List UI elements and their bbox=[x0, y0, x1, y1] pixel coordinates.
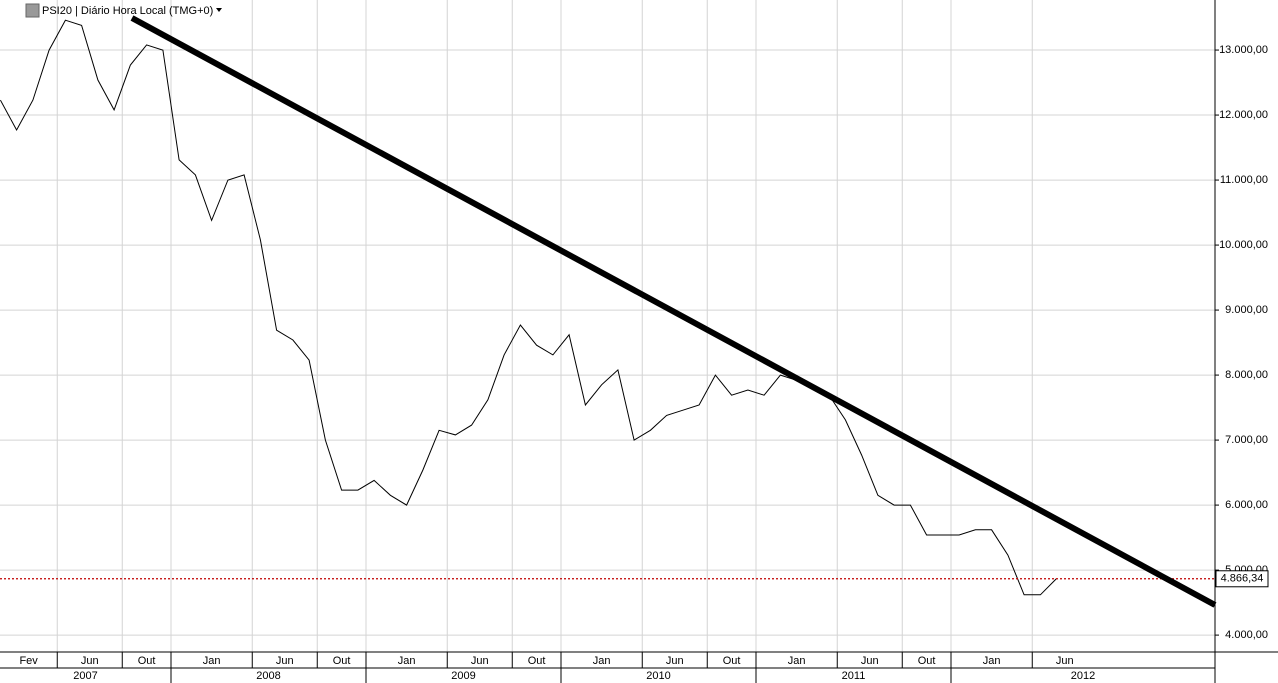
trend-line bbox=[130, 15, 1217, 608]
x-tick-label: Fev bbox=[19, 655, 38, 667]
y-tick-label: 10.000,00 bbox=[1219, 239, 1268, 251]
x-tick-label: Out bbox=[528, 655, 546, 667]
year-label: 2011 bbox=[842, 670, 866, 682]
last-price-box bbox=[1215, 570, 1269, 588]
x-tick-label: Jun bbox=[471, 655, 489, 667]
grid bbox=[0, 0, 1215, 652]
x-tick-label: Out bbox=[138, 655, 156, 667]
y-tick-label: 9.000,00 bbox=[1225, 304, 1268, 316]
x-tick-label: Out bbox=[723, 655, 741, 667]
y-tick-label: 8.000,00 bbox=[1225, 369, 1268, 381]
y-tick-label: 13.000,00 bbox=[1219, 44, 1268, 56]
y-tick-label: 7.000,00 bbox=[1225, 434, 1268, 446]
x-tick-label: Jun bbox=[276, 655, 294, 667]
year-label: 2012 bbox=[1071, 670, 1095, 682]
x-tick-label: Out bbox=[918, 655, 936, 667]
x-tick-label: Jun bbox=[81, 655, 99, 667]
x-tick-label: Jan bbox=[788, 655, 806, 667]
x-tick-label: Jun bbox=[1056, 655, 1074, 667]
symbol-icon[interactable] bbox=[25, 3, 40, 18]
y-tick-label: 12.000,00 bbox=[1219, 109, 1268, 121]
year-label: 2008 bbox=[256, 670, 280, 682]
axes: 4.000,005.000,006.000,007.000,008.000,00… bbox=[19, 44, 1269, 683]
year-label: 2009 bbox=[451, 670, 475, 682]
price-line bbox=[0, 19, 1057, 596]
dropdown-arrow[interactable] bbox=[216, 8, 222, 12]
x-tick-label: Jan bbox=[593, 655, 611, 667]
x-tick-label: Jun bbox=[861, 655, 879, 667]
plot bbox=[0, 19, 1215, 596]
y-tick-label: 11.000,00 bbox=[1220, 174, 1268, 186]
year-label: 2010 bbox=[646, 670, 670, 682]
last-price-label: 4.866,34 bbox=[1221, 573, 1264, 585]
x-tick-label: Jan bbox=[398, 655, 416, 667]
y-tick-label: 4.000,00 bbox=[1225, 629, 1268, 641]
x-tick-label: Out bbox=[333, 655, 351, 667]
x-tick-label: Jan bbox=[983, 655, 1001, 667]
chart-title: PSI20 | Diário Hora Local (TMG+0) bbox=[42, 5, 213, 17]
y-tick-label: 6.000,00 bbox=[1225, 499, 1268, 511]
x-tick-label: Jun bbox=[666, 655, 684, 667]
year-label: 2007 bbox=[73, 670, 97, 682]
x-tick-label: Jan bbox=[203, 655, 221, 667]
